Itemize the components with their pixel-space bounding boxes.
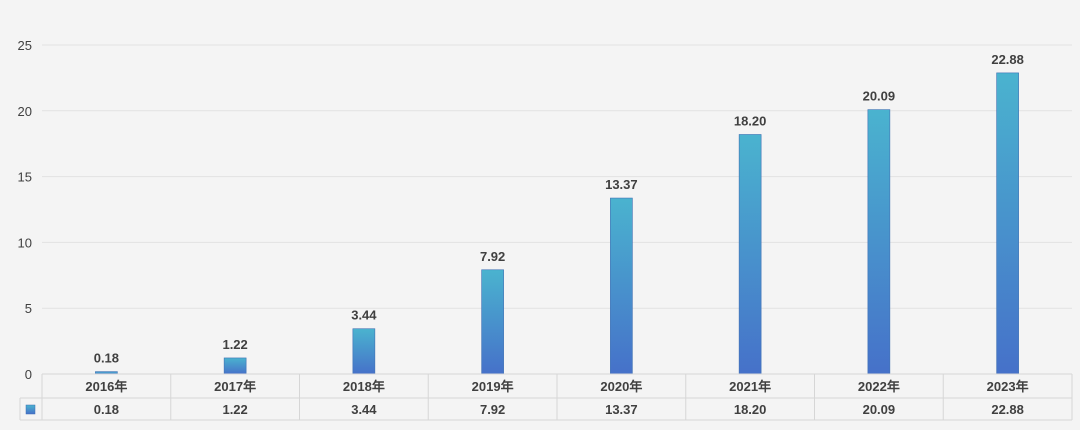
bar [223, 357, 247, 375]
x-tick-label: 2021年 [729, 379, 771, 394]
bar [352, 328, 376, 375]
table-value: 18.20 [734, 402, 767, 417]
y-axis: 0 5 10 15 20 25 [18, 38, 32, 382]
x-tick-label: 2022年 [858, 379, 900, 394]
data-label: 0.18 [94, 351, 119, 366]
gridlines [42, 44, 1072, 309]
table-value: 13.37 [605, 402, 638, 417]
x-tick-label: 2017年 [214, 379, 256, 394]
table-value: 1.22 [222, 402, 247, 417]
table-value: 20.09 [863, 402, 896, 417]
bar [738, 134, 762, 375]
y-tick-label: 0 [25, 367, 32, 382]
y-tick-label: 20 [18, 104, 32, 119]
data-label: 20.09 [863, 89, 896, 104]
x-tick-label: 2016年 [85, 379, 127, 394]
data-label: 13.37 [605, 177, 638, 192]
x-tick-label: 2020年 [600, 379, 642, 394]
x-tick-label: 2023年 [987, 379, 1029, 394]
table-value: 22.88 [991, 402, 1024, 417]
y-tick-label: 25 [18, 38, 32, 53]
y-tick-label: 5 [25, 301, 32, 316]
y-tick-label: 10 [18, 235, 32, 250]
table-value: 3.44 [351, 402, 377, 417]
data-label: 18.20 [734, 113, 767, 128]
y-tick-label: 15 [18, 170, 32, 185]
table-value: 0.18 [94, 402, 119, 417]
bar [610, 197, 633, 375]
x-tick-label: 2019年 [472, 379, 514, 394]
bar [481, 269, 504, 375]
data-label: 22.88 [991, 52, 1024, 67]
data-labels: 0.18 1.22 3.44 7.92 13.37 18.20 20.09 22.88 [94, 52, 1024, 366]
data-label: 1.22 [222, 337, 247, 352]
legend-key [25, 404, 36, 415]
table-value: 7.92 [480, 402, 505, 417]
x-tick-label: 2018年 [343, 379, 385, 394]
data-label: 7.92 [480, 249, 505, 264]
data-table: 2016年 0.18 2017年 1.22 2018年 3.44 2019年 7.92 2020… [19, 373, 1073, 421]
bar [867, 109, 891, 375]
bar [996, 72, 1019, 375]
data-label: 3.44 [351, 308, 377, 323]
bars [95, 72, 1019, 375]
